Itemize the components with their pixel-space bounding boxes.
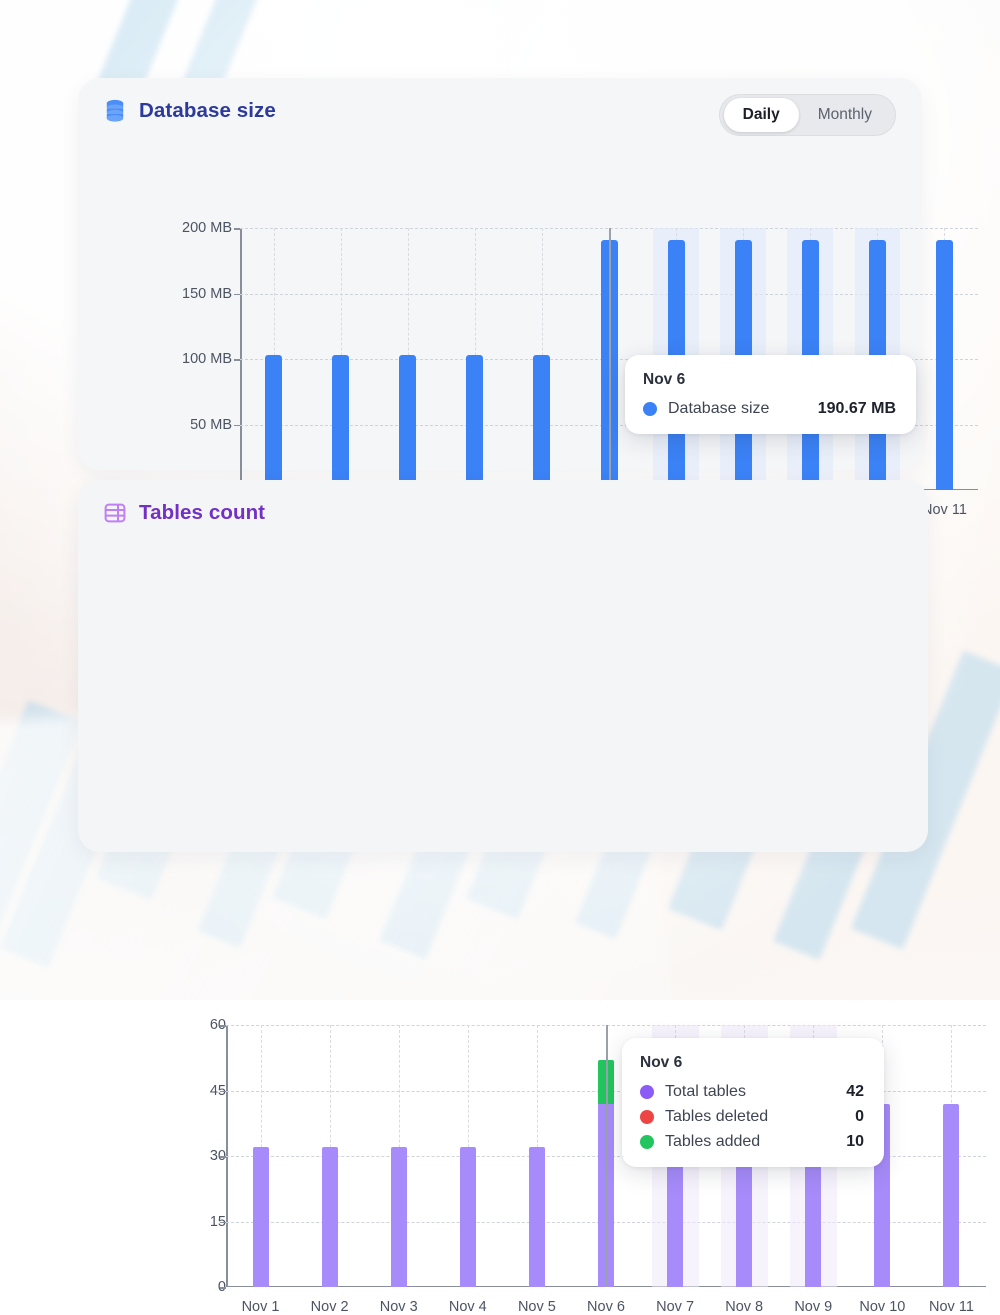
tables-card-header: Tables count [78,480,928,546]
tooltip-series-dot-icon [640,1135,654,1149]
database-tooltip: Nov 6 Database size 190.67 MB [625,355,916,434]
chart-bar[interactable] [332,355,349,490]
tooltip-series-dot-icon [640,1085,654,1099]
tooltip-rows: Database size 190.67 MB [643,400,896,418]
tooltip-row: Database size 190.67 MB [643,400,896,418]
chart-bar[interactable] [399,355,416,490]
chart-bar[interactable] [391,1147,407,1287]
database-card-title: Database size [104,99,276,123]
x-axis-tick-label: Nov 2 [311,1299,349,1315]
chart-bar[interactable] [460,1147,476,1287]
hover-indicator-line [609,228,611,490]
tooltip-series-label: Tables added [665,1133,760,1151]
x-axis-tick-label: Nov 7 [656,1299,694,1315]
tooltip-series-dot-icon [643,402,657,416]
tooltip-row: Tables deleted 0 [640,1108,864,1126]
chart-bar[interactable] [322,1147,338,1287]
x-axis-tick-label: Nov 3 [380,1299,418,1315]
y-axis-tick [220,1091,226,1093]
tooltip-series-label: Database size [668,400,769,418]
x-axis-tick-label: Nov 9 [794,1299,832,1315]
chart-bar[interactable] [936,240,953,490]
x-axis-tick-label: Nov 11 [922,502,967,518]
chart-bar[interactable] [943,1104,959,1287]
table-grid-icon [104,502,126,524]
database-size-card: Database size Daily Monthly 0 MB50 MB100… [78,78,922,470]
tooltip-series-value: 42 [820,1083,864,1101]
y-axis-tick [220,1025,226,1027]
chart-bar[interactable] [253,1147,269,1287]
chart-bar[interactable] [466,355,483,490]
x-axis-tick-label: Nov 4 [449,1299,487,1315]
y-axis-tick-label: 100 MB [182,351,232,367]
database-card-title-text: Database size [139,99,276,123]
y-axis-tick [234,294,240,296]
x-axis-tick-label: Nov 6 [587,1299,625,1315]
x-axis-tick-label: Nov 8 [725,1299,763,1315]
x-axis-tick-label: Nov 11 [929,1299,974,1315]
tooltip-series-label: Total tables [665,1083,746,1101]
toggle-option-monthly[interactable]: Monthly [799,98,891,132]
tables-card-title: Tables count [104,501,265,525]
chart-bar[interactable] [529,1147,545,1287]
y-axis-tick [220,1222,226,1224]
y-axis-tick-label: 200 MB [182,220,232,236]
chart-bar[interactable] [533,355,550,490]
x-axis-tick-label: Nov 5 [518,1299,556,1315]
x-axis-tick-label: Nov 10 [859,1299,905,1315]
tooltip-series-dot-icon [640,1110,654,1124]
y-axis-tick-label: 150 MB [182,286,232,302]
tooltip-title: Nov 6 [640,1054,864,1072]
chart-bar[interactable] [265,355,282,490]
tooltip-title: Nov 6 [643,371,896,389]
y-axis-tick [234,425,240,427]
hover-indicator-line [606,1025,608,1287]
tables-card-title-text: Tables count [139,501,265,525]
tooltip-series-value: 190.67 MB [792,400,896,418]
tooltip-series-value: 0 [829,1108,864,1126]
period-toggle[interactable]: Daily Monthly [719,94,896,136]
tooltip-row: Tables added 10 [640,1133,864,1151]
tooltip-series-value: 10 [820,1133,864,1151]
tooltip-row: Total tables 42 [640,1083,864,1101]
x-axis-tick-label: Nov 1 [242,1299,280,1315]
database-icon [104,99,126,123]
y-axis-tick [220,1287,226,1289]
tooltip-rows: Total tables 42 Tables deleted 0 Tables adde… [640,1083,864,1151]
y-axis-tick-label: 50 MB [190,417,232,433]
y-axis-tick [234,228,240,230]
tooltip-series-label: Tables deleted [665,1108,768,1126]
y-axis-tick [234,359,240,361]
database-card-header: Database size Daily Monthly [78,78,922,144]
y-axis-tick [220,1156,226,1158]
toggle-option-daily[interactable]: Daily [724,98,799,132]
